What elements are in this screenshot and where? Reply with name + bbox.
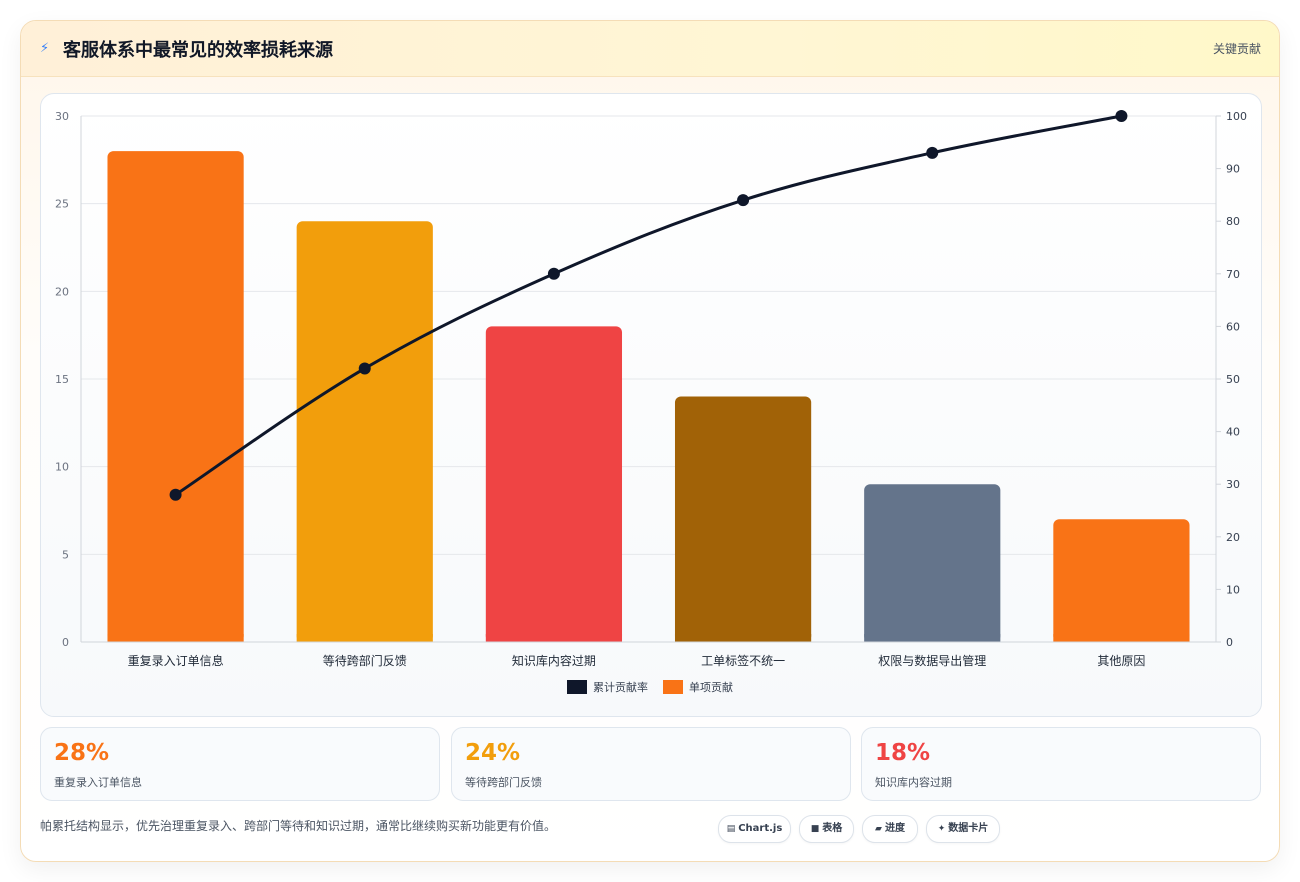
pill-data-cards[interactable]: ✦ 数据卡片: [926, 815, 1000, 843]
legend-label: 累计贡献率: [593, 680, 648, 694]
card-title: 客服体系中最常见的效率损耗来源: [63, 40, 333, 61]
pill-label: 表格: [822, 823, 843, 834]
cumulative-line-path: [174, 114, 1122, 496]
stat-value: 18%: [875, 740, 931, 766]
bar: [485, 326, 623, 642]
pill-table[interactable]: ■ 表格: [799, 815, 854, 843]
bar-base: [674, 634, 812, 642]
legend-label: 单项贡献: [689, 680, 733, 694]
bar: [864, 484, 1001, 642]
cumulative-point: [1115, 110, 1128, 122]
bar: [1053, 519, 1190, 642]
y-right-tick-label: 30: [1226, 478, 1240, 491]
header-tag: 关键贡献: [1212, 42, 1261, 56]
x-tick-label: 工单标签不统一: [701, 653, 785, 668]
bars: [107, 151, 1190, 643]
cumulative-point: [737, 194, 750, 207]
y-left-tick-label: 0: [62, 636, 69, 649]
y-right-tick-label: 0: [1226, 636, 1233, 649]
y-right-tick-label: 60: [1226, 320, 1240, 333]
y-right-tick-label: 80: [1226, 215, 1240, 228]
y-right-tick-label: 90: [1226, 163, 1240, 176]
y-right-tick-label: 10: [1226, 583, 1240, 596]
y-left-tick-label: 20: [55, 285, 69, 298]
stat-value: 24%: [465, 740, 521, 766]
cumulative-point: [358, 362, 371, 375]
legend-swatch: [663, 680, 683, 694]
y-right-tick-label: 100: [1226, 110, 1247, 123]
pill-progress[interactable]: ▰ 进度: [862, 815, 918, 843]
x-tick-label: 权限与数据导出管理: [878, 653, 986, 668]
pill-label: 进度: [884, 823, 905, 834]
stat-label: 等待跨部门反馈: [465, 776, 542, 789]
y-right-tick-label: 70: [1226, 268, 1240, 281]
y-right-tick-label: 20: [1226, 531, 1240, 544]
footer-note: 帕累托结构显示，优先治理重复录入、跨部门等待和知识过期，通常比继续购买新功能更有…: [40, 819, 557, 833]
stat-card-1: 28% 重复录入订单信息: [40, 727, 440, 801]
card-header: ⚡ 客服体系中最常见的效率损耗来源 关键贡献: [21, 21, 1279, 77]
x-tick-label: 重复录入订单信息: [128, 653, 224, 668]
pill-label: 数据卡片: [948, 823, 989, 834]
y-left-tick-label: 30: [55, 110, 69, 123]
cumulative-point: [547, 267, 560, 280]
stat-value: 28%: [54, 740, 110, 766]
pill-label: Chart.js: [738, 823, 783, 834]
stat-label: 知识库内容过期: [875, 776, 952, 789]
stat-label: 重复录入订单信息: [54, 776, 142, 789]
y-right-tick-label: 40: [1226, 426, 1240, 439]
y-left-tick-label: 15: [55, 373, 69, 386]
table-icon: ■: [810, 824, 820, 834]
bar: [296, 221, 433, 642]
y-left-tick-label: 5: [62, 548, 69, 561]
stat-card-3: 18% 知识库内容过期: [861, 727, 1261, 801]
bar-base: [485, 634, 623, 642]
chart-panel: 0 5 10 15 20 25 30 0 10 20 30 40 50 60 70 80 90 100 重复录入订单…: [40, 93, 1262, 717]
grid: [81, 115, 1216, 643]
bar-base: [1053, 634, 1190, 642]
x-tick-label: 知识库内容过期: [512, 653, 596, 668]
bar-base: [107, 634, 244, 642]
pareto-chart: 0 5 10 15 20 25 30 0 10 20 30 40 50 60 70 80 90 100 重复录入订单…: [55, 110, 1247, 694]
chart-card: ⚡ 客服体系中最常见的效率损耗来源 关键贡献 0 5 10 15 20 25 30 0 10 20…: [20, 20, 1280, 862]
y-left-tick-label: 25: [55, 198, 69, 211]
stat-card-2: 24% 等待跨部门反馈: [451, 727, 851, 801]
x-tick-label: 等待跨部门反馈: [323, 653, 407, 668]
cumulative-line: [169, 110, 1128, 501]
legend: 累计贡献率 单项贡献: [567, 680, 733, 694]
cumulative-point: [169, 488, 182, 501]
bar: [674, 396, 812, 642]
bolt-icon: ⚡: [40, 41, 50, 56]
sparkle-icon: ✦: [937, 824, 946, 834]
bar: [107, 151, 244, 643]
legend-swatch: [567, 680, 587, 694]
x-tick-label: 其他原因: [1097, 654, 1145, 668]
axes: 0 5 10 15 20 25 30 0 10 20 30 40 50 60 70 80 90 100 重复录入订单…: [55, 110, 1247, 668]
bar-base: [864, 634, 1001, 642]
progress-icon: ▰: [875, 824, 882, 834]
chart-icon: ▤: [726, 824, 736, 834]
bar-base: [296, 634, 433, 642]
y-right-tick-label: 50: [1226, 373, 1240, 386]
cumulative-point: [926, 146, 939, 159]
pill-chartjs[interactable]: ▤ Chart.js: [718, 815, 791, 843]
y-left-tick-label: 10: [55, 461, 69, 474]
